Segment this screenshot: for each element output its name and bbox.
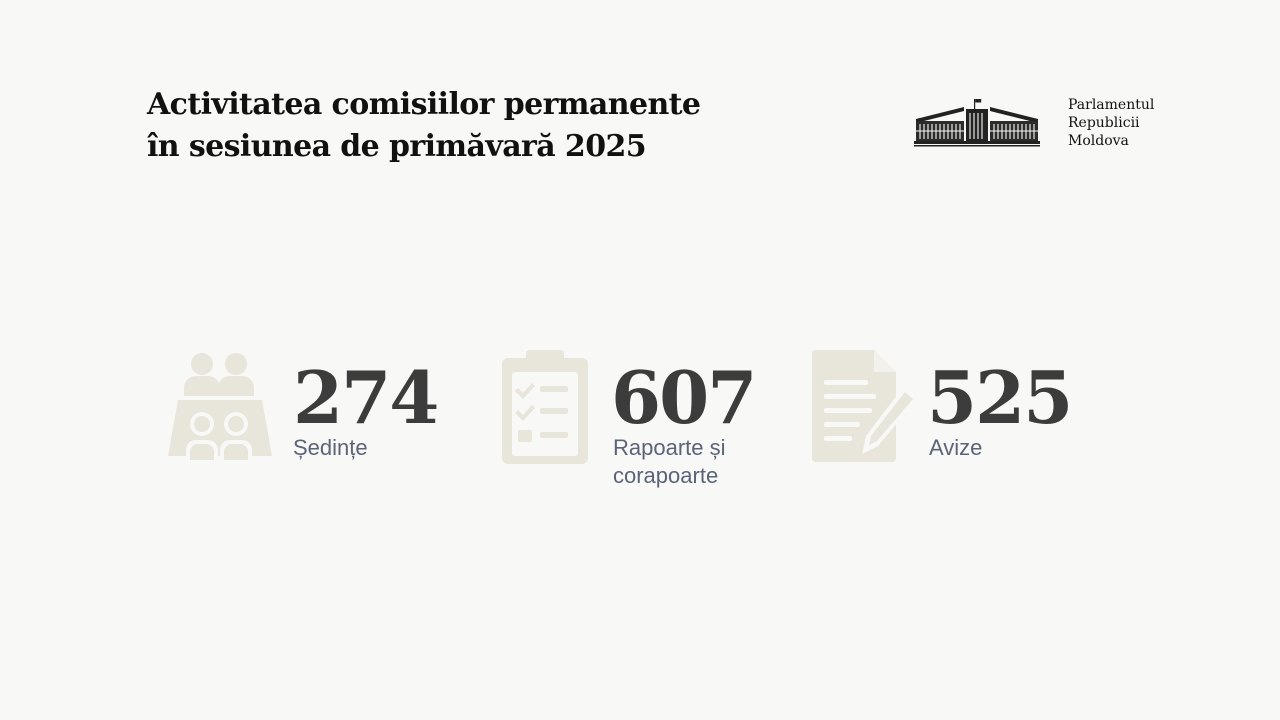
stat-label: Rapoarte și corapoarte <box>613 434 726 490</box>
stat-label-line-1: Avize <box>929 435 983 460</box>
page-title: Activitatea comisiilor permanente în ses… <box>147 84 701 168</box>
document-pen-icon <box>812 350 918 462</box>
title-line-1: Activitatea comisiilor permanente <box>147 87 701 122</box>
stat-label: Avize <box>929 434 982 462</box>
brand-name: Parlamentul Republicii Moldova <box>1068 96 1154 150</box>
title-line-2: în sesiunea de primăvară 2025 <box>147 129 647 164</box>
brand-line-1: Parlamentul <box>1068 97 1155 113</box>
brand-logo-block: Parlamentul Republicii Moldova <box>914 96 1154 150</box>
brand-line-3: Moldova <box>1068 133 1129 149</box>
stat-value: 525 <box>927 355 1073 440</box>
brand-line-2: Republicii <box>1068 115 1140 131</box>
stat-label-line-1: Ședințe <box>293 435 368 460</box>
parliament-building-icon <box>914 99 1040 147</box>
stat-label: Ședințe <box>293 434 368 462</box>
stat-label-line-1: Rapoarte și <box>613 435 726 460</box>
meeting-people-icon <box>168 353 272 460</box>
stat-label-line-2: corapoarte <box>613 463 719 488</box>
stat-value: 607 <box>611 355 757 440</box>
stat-value: 274 <box>293 355 439 440</box>
clipboard-checklist-icon <box>502 350 588 464</box>
